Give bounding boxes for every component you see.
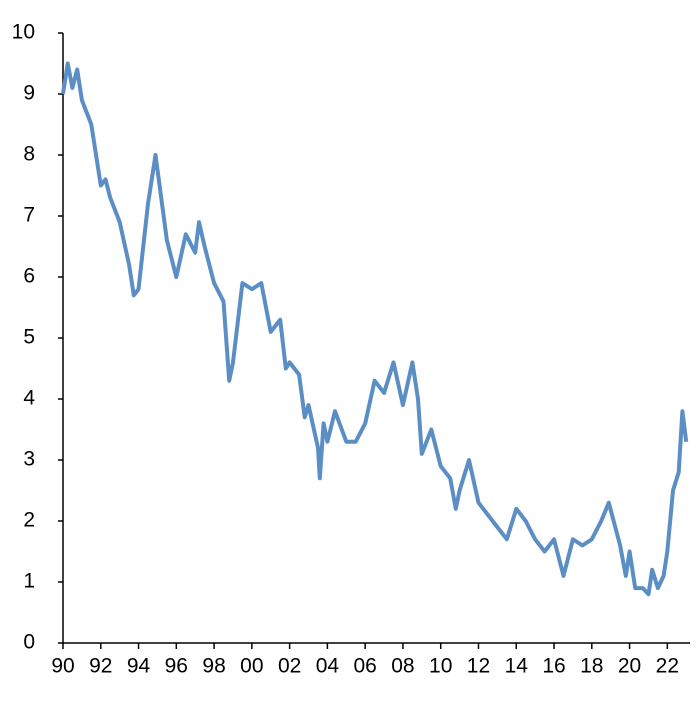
x-tick-label: 02 bbox=[278, 655, 301, 678]
x-tick-label: 04 bbox=[316, 655, 340, 678]
x-tick-label: 92 bbox=[89, 655, 112, 678]
x-tick-label: 08 bbox=[391, 655, 414, 678]
y-tick-label: 8 bbox=[23, 143, 35, 166]
y-tick-label: 10 bbox=[12, 21, 35, 44]
y-tick-label: 1 bbox=[23, 570, 35, 593]
y-tick-label: 3 bbox=[23, 448, 35, 471]
y-tick-label: 9 bbox=[23, 82, 35, 105]
x-tick-label: 94 bbox=[127, 655, 151, 678]
x-tick-label: 98 bbox=[202, 655, 225, 678]
x-tick-label: 90 bbox=[51, 655, 74, 678]
y-tick-label: 0 bbox=[23, 631, 35, 654]
y-tick-label: 5 bbox=[23, 326, 35, 349]
x-tick-label: 22 bbox=[656, 655, 679, 678]
x-tick-label: 96 bbox=[165, 655, 188, 678]
x-tick-label: 10 bbox=[429, 655, 452, 678]
x-tick-label: 06 bbox=[353, 655, 376, 678]
x-tick-label: 18 bbox=[580, 655, 603, 678]
x-tick-label: 00 bbox=[240, 655, 263, 678]
x-tick-label: 20 bbox=[618, 655, 641, 678]
x-tick-label: 16 bbox=[542, 655, 565, 678]
x-tick-label: 12 bbox=[467, 655, 490, 678]
x-tick-label: 14 bbox=[505, 655, 529, 678]
y-tick-label: 2 bbox=[23, 509, 35, 532]
y-tick-label: 4 bbox=[23, 387, 35, 410]
y-tick-label: 7 bbox=[23, 204, 35, 227]
y-tick-label: 6 bbox=[23, 265, 35, 288]
line bbox=[61, 61, 689, 597]
